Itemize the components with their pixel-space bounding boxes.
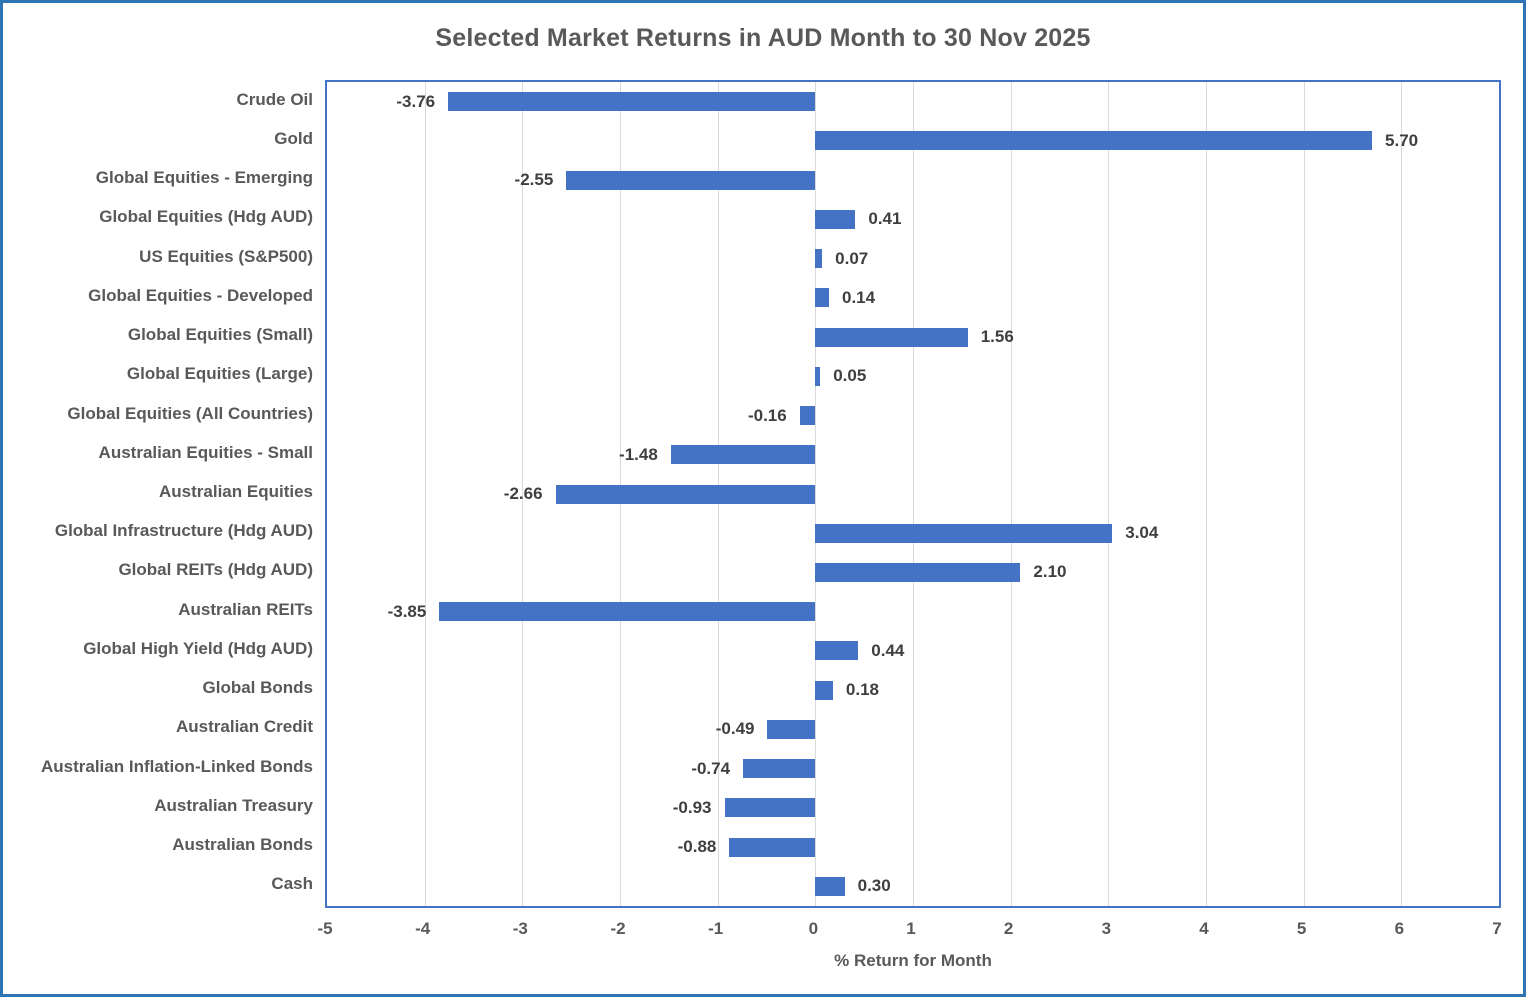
value-label: 3.04: [1125, 523, 1159, 543]
value-label: 0.30: [857, 876, 891, 896]
value-label: -3.76: [396, 91, 436, 111]
category-label: Australian Treasury: [154, 795, 313, 815]
x-tick-label: -1: [708, 919, 724, 938]
value-label: 0.41: [868, 209, 902, 229]
bar-global-bonds: [815, 680, 833, 700]
value-label: -1.48: [619, 444, 658, 464]
value-label: -2.55: [514, 170, 554, 190]
bar-australian-treasury: [724, 798, 816, 818]
bar-cash: [815, 876, 845, 896]
value-label: -0.74: [691, 758, 731, 778]
category-label: Global REITs (Hdg AUD): [118, 560, 313, 580]
value-label: -2.66: [503, 484, 543, 503]
bar-australian-reits: [439, 602, 816, 622]
x-tick-label: -3: [512, 919, 528, 938]
value-label: 0.18: [845, 680, 879, 700]
value-label: -0.16: [747, 405, 787, 425]
category-label: Global Equities (Small): [127, 325, 313, 345]
gridline: [1303, 82, 1305, 906]
x-tick-label: 3: [1101, 919, 1112, 938]
value-label: -0.49: [715, 719, 755, 739]
category-label: Australian Equities: [159, 482, 313, 501]
value-label: -0.88: [677, 837, 717, 857]
plot-area: -3.76 5.70 -2.55 0.41 0.07 0.14 1.56 0.05 -0.16 -…: [325, 80, 1501, 908]
bar-australian-bonds: [729, 837, 816, 857]
value-label: 0.05: [833, 366, 867, 386]
value-label: 0.44: [871, 640, 905, 660]
category-label: Australian Credit: [176, 717, 313, 737]
bar-global-equities-large: [815, 366, 821, 386]
bar-australian-equities: [555, 484, 816, 504]
chart-title: Selected Market Returns in AUD Month to …: [435, 24, 1091, 52]
x-tick-label: 2: [1003, 919, 1014, 938]
value-label: -3.85: [387, 601, 427, 621]
bar-crude-oil: [448, 92, 816, 112]
bar-global-reits-hdg-aud: [815, 562, 1021, 582]
x-tick-label: -2: [610, 919, 626, 938]
bar-global-equities-hdg-aud: [815, 209, 856, 229]
category-axis: Crude Oil Gold Global Equities - Emerging G…: [3, 80, 313, 908]
x-tick-label: 1: [906, 919, 916, 938]
x-tick-label: 6: [1394, 919, 1405, 938]
gridline: [1206, 82, 1207, 906]
category-label: Global Equities (Hdg AUD): [99, 207, 313, 227]
x-tick-label: -5: [317, 919, 333, 938]
value-label: 2.10: [1033, 562, 1067, 582]
gridline: [424, 82, 426, 906]
bar-global-infrastructure-hdg-aud: [815, 523, 1113, 543]
value-label: 1.56: [980, 327, 1014, 347]
gridline: [913, 82, 914, 906]
gridline: [1401, 82, 1403, 906]
category-label: Global Equities (All Countries): [67, 403, 313, 423]
x-axis-title: % Return for Month: [834, 951, 992, 970]
gridline: [815, 82, 817, 906]
bar-global-equities-all-countries: [799, 406, 816, 426]
category-label: Australian Equities - Small: [98, 442, 313, 462]
x-tick-label: 0: [808, 919, 819, 938]
bar-gold: [815, 131, 1373, 151]
x-tick-label: 7: [1492, 919, 1502, 938]
gridline: [1108, 82, 1110, 906]
category-label: Global High Yield (Hdg AUD): [83, 638, 313, 658]
category-label: Cash: [271, 874, 313, 894]
category-label: Global Infrastructure (Hdg AUD): [54, 521, 313, 541]
bar-global-equities-small: [815, 327, 968, 347]
category-label: Global Equities (Large): [126, 364, 313, 384]
category-label: Australian Bonds: [172, 835, 313, 855]
gridline: [1010, 82, 1012, 906]
category-label: US Equities (S&P500): [139, 246, 313, 266]
x-tick-label: -4: [415, 919, 431, 938]
value-label: 0.14: [842, 287, 876, 307]
value-label: 5.70: [1385, 130, 1419, 150]
x-tick-label: 4: [1199, 919, 1209, 938]
bar-australian-equities-small: [670, 445, 816, 465]
category-label: Global Equities - Developed: [88, 285, 313, 305]
value-label: 0.07: [835, 248, 869, 268]
category-label: Gold: [274, 128, 313, 148]
gridline: [522, 82, 524, 906]
bar-global-high-yield-hdg-aud: [815, 641, 859, 661]
value-label: -0.93: [672, 797, 712, 817]
category-label: Global Equities - Emerging: [95, 168, 313, 188]
bar-global-equities-emerging: [566, 170, 816, 190]
x-tick-label: 5: [1296, 919, 1307, 938]
bar-australian-credit: [767, 719, 816, 739]
bar-global-equities-developed: [815, 288, 829, 308]
category-label: Australian Inflation-Linked Bonds: [40, 756, 313, 776]
bar-australian-inflation-linked-bonds: [743, 759, 816, 779]
x-axis-ticks: -5 -4 -3 -2 -1 0 1 2 3 4 5 6 7: [317, 919, 1502, 943]
category-label: Global Bonds: [202, 678, 314, 698]
category-label: Australian REITs: [178, 599, 313, 619]
bar-us-equities-s-p500: [815, 249, 823, 269]
category-label: Crude Oil: [236, 89, 313, 109]
